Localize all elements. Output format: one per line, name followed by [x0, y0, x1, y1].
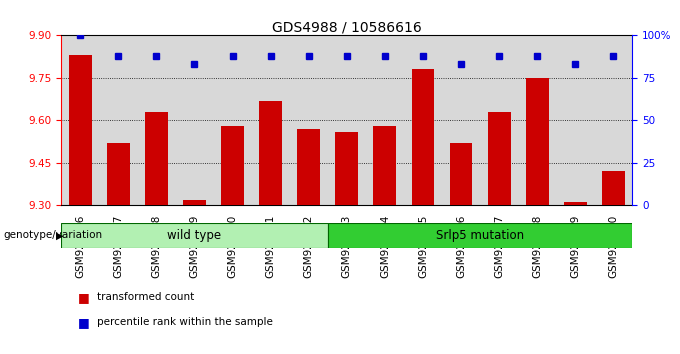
Bar: [411, 69, 435, 205]
Text: ▶: ▶: [56, 230, 64, 240]
Bar: [602, 171, 625, 205]
Text: percentile rank within the sample: percentile rank within the sample: [97, 317, 273, 327]
Bar: [145, 112, 168, 205]
Bar: [488, 112, 511, 205]
Text: Srlp5 mutation: Srlp5 mutation: [436, 229, 524, 242]
Text: transformed count: transformed count: [97, 292, 194, 302]
Text: ■: ■: [78, 316, 90, 329]
Bar: [221, 126, 244, 205]
Text: wild type: wild type: [167, 229, 222, 242]
Bar: [183, 200, 206, 205]
Bar: [107, 143, 130, 205]
Bar: [335, 132, 358, 205]
Text: genotype/variation: genotype/variation: [3, 230, 103, 240]
Bar: [373, 126, 396, 205]
Bar: [328, 223, 632, 248]
Bar: [526, 78, 549, 205]
Bar: [259, 101, 282, 205]
Bar: [61, 223, 328, 248]
Bar: [564, 202, 587, 205]
Bar: [297, 129, 320, 205]
Bar: [69, 55, 92, 205]
Bar: [449, 143, 473, 205]
Text: ■: ■: [78, 291, 90, 304]
Title: GDS4988 / 10586616: GDS4988 / 10586616: [272, 20, 422, 34]
